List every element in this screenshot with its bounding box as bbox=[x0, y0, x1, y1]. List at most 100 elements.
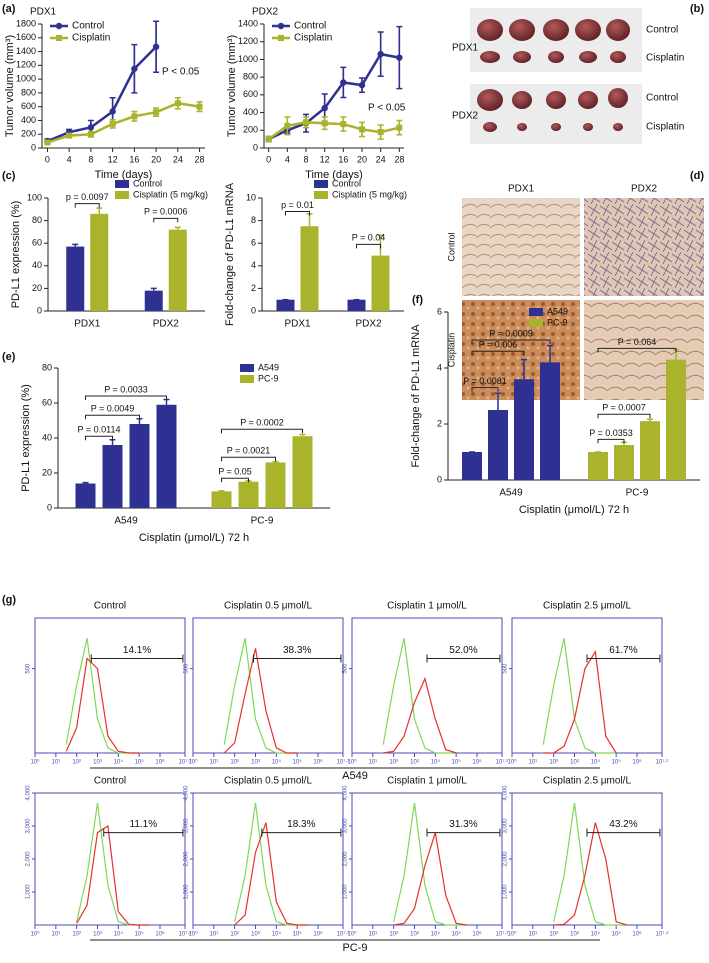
histogram-curve bbox=[542, 638, 617, 754]
marker bbox=[66, 132, 73, 139]
error-bar bbox=[174, 226, 181, 230]
x-tick-label: A549 bbox=[114, 516, 138, 527]
plot-frame bbox=[192, 617, 344, 754]
bar bbox=[90, 213, 109, 311]
x-tick-label: 10³ bbox=[410, 760, 419, 766]
x-axis-label: Cisplatin (μmol/L) 72 h bbox=[519, 504, 629, 516]
histogram-curve bbox=[543, 649, 617, 754]
y-tick-label: 3,000 bbox=[184, 818, 190, 834]
histogram-curve bbox=[234, 822, 308, 926]
x-tick-label: 10⁴ bbox=[114, 931, 124, 938]
significance-label: P = 0.006 bbox=[479, 340, 518, 350]
photo-condition-label: Cisplatin bbox=[646, 53, 684, 64]
marker bbox=[153, 109, 160, 116]
y-tick-label: 60 bbox=[42, 397, 52, 407]
marker bbox=[109, 120, 116, 127]
y-tick-label: 0 bbox=[437, 474, 442, 484]
bar bbox=[238, 481, 259, 508]
bar bbox=[540, 362, 560, 480]
legend-swatch bbox=[240, 364, 254, 372]
y-axis-label: PD-L1 expression (%) bbox=[10, 201, 22, 309]
significance-bracket bbox=[85, 435, 113, 441]
x-tick-label: 10³ bbox=[570, 932, 579, 938]
x-tick-label: 10⁵ bbox=[135, 759, 145, 766]
y-tick-label: 1400 bbox=[16, 46, 36, 56]
group-label: A549 bbox=[342, 770, 368, 782]
x-tick-label: 10³ bbox=[570, 760, 579, 766]
series-line bbox=[267, 121, 400, 141]
significance-bracket bbox=[221, 428, 303, 434]
panel-label: (d) bbox=[690, 170, 704, 182]
bar bbox=[75, 483, 96, 508]
legend-label: Control bbox=[294, 21, 326, 32]
y-tick-label: 1000 bbox=[16, 73, 36, 83]
marker bbox=[196, 103, 203, 110]
x-tick-label: 10⁰ bbox=[188, 931, 198, 938]
marker bbox=[377, 129, 384, 136]
legend-label: Control bbox=[332, 178, 361, 188]
x-tick-label: 8 bbox=[303, 154, 308, 164]
marker bbox=[152, 43, 160, 50]
y-tick-label: 500 bbox=[503, 663, 509, 674]
significance-bracket bbox=[153, 217, 179, 223]
chart-title: PDX2 bbox=[252, 7, 279, 18]
y-axis-label: Tumor volume (mm³) bbox=[226, 35, 238, 137]
x-tick-label: 10⁵ bbox=[452, 931, 462, 938]
bar bbox=[462, 452, 482, 480]
bar bbox=[614, 445, 634, 480]
y-tick-label: 0 bbox=[253, 142, 258, 152]
x-tick-label: 10⁴ bbox=[272, 759, 282, 766]
y-tick-label: 60 bbox=[32, 238, 42, 248]
y-tick-label: 500 bbox=[26, 663, 32, 674]
bar bbox=[292, 436, 313, 508]
marker bbox=[131, 113, 138, 120]
error-bar bbox=[96, 207, 103, 214]
y-tick-label: 1400 bbox=[238, 18, 258, 28]
y-tick-label: 1200 bbox=[16, 60, 36, 70]
ihc-row-label: Cisplatin bbox=[446, 333, 456, 368]
x-tick-label: 4 bbox=[285, 154, 290, 164]
x-tick-label: 10² bbox=[549, 932, 558, 938]
histogram-curve bbox=[393, 832, 467, 926]
x-tick-label: 10¹ bbox=[51, 760, 60, 766]
x-tick-label: 10³ bbox=[251, 932, 260, 938]
legend-label: Cisplatin bbox=[294, 33, 332, 44]
y-tick-label: 6 bbox=[251, 238, 256, 248]
legend-label: PC-9 bbox=[258, 373, 279, 383]
y-tick-label: 400 bbox=[21, 115, 36, 125]
histogram-curve bbox=[65, 657, 140, 754]
legend-label: Cisplatin (5 mg/kg) bbox=[133, 189, 208, 199]
x-axis-label: Time (days) bbox=[95, 169, 153, 181]
x-tick-label: 10⁴ bbox=[431, 931, 441, 938]
y-tick-label: 2 bbox=[251, 283, 256, 293]
x-tick-label: 10⁶ bbox=[472, 759, 482, 766]
x-tick-label: 10¹ bbox=[209, 760, 218, 766]
marker bbox=[303, 119, 309, 126]
x-tick-label: 10⁷·² bbox=[179, 931, 192, 938]
error-bar bbox=[299, 433, 306, 437]
y-tick-label: 2,000 bbox=[26, 851, 32, 867]
marker bbox=[359, 126, 365, 133]
legend-label: Cisplatin (5 mg/kg) bbox=[332, 189, 407, 199]
ihc-column-label: PDX1 bbox=[508, 184, 535, 195]
y-tick-label: 3,000 bbox=[26, 818, 32, 834]
error-bar bbox=[109, 439, 116, 445]
legend-marker bbox=[55, 22, 63, 30]
x-tick-label: 10¹ bbox=[528, 760, 537, 766]
x-tick-label: 12 bbox=[108, 154, 118, 164]
series-line bbox=[268, 52, 400, 141]
x-tick-label: 10⁵ bbox=[293, 759, 303, 766]
x-tick-label: 10⁶ bbox=[313, 759, 323, 766]
x-tick-label: 10⁴ bbox=[114, 759, 124, 766]
x-tick-label: 10³ bbox=[93, 760, 102, 766]
panel-title: Control bbox=[94, 776, 126, 787]
x-tick-label: 10⁶ bbox=[313, 931, 323, 938]
y-tick-label: 800 bbox=[243, 72, 258, 82]
panel-label: (f) bbox=[412, 294, 423, 306]
gate-label: 61.7% bbox=[609, 645, 637, 656]
bar bbox=[514, 379, 534, 480]
x-tick-label: 10² bbox=[389, 932, 398, 938]
y-tick-label: 1,000 bbox=[26, 884, 32, 900]
y-tick-label: 1600 bbox=[16, 32, 36, 42]
